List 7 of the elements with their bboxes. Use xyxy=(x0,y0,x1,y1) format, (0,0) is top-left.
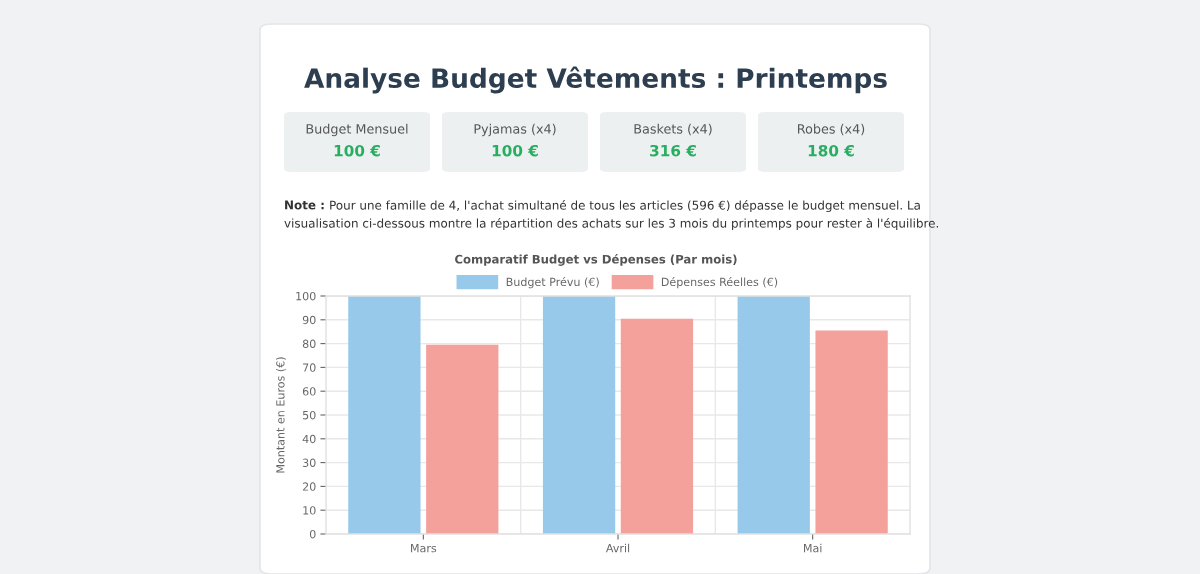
bar xyxy=(348,296,421,534)
bar xyxy=(542,296,616,534)
bar xyxy=(620,318,694,534)
text: Analyse Budget Vêtements : Printemps xyxy=(304,66,887,94)
bar xyxy=(737,296,810,534)
bar xyxy=(815,330,888,534)
bar xyxy=(426,344,499,534)
